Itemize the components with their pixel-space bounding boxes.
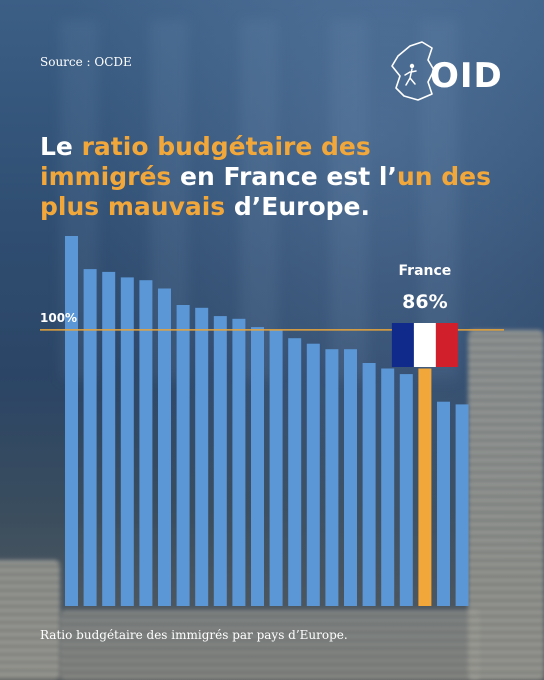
background-column [240,20,278,380]
background-column [420,20,458,380]
coin-stack [60,610,480,680]
bar-france [418,368,432,606]
oid-logo-map-icon [391,41,435,101]
bar [139,280,153,606]
background-column [330,20,368,380]
bar [176,305,190,606]
reference-label: 100% [40,311,77,325]
bar [158,288,171,606]
france-value-label: 86% [402,291,447,313]
headline-part: d’Europe. [225,192,371,221]
flag-blue-stripe [391,323,414,367]
headline-highlight: un des plus mauvais [40,162,492,221]
bar [306,343,320,606]
flag-white-stripe [413,323,436,367]
bar [362,363,376,606]
bar [288,338,302,606]
logo-text: OID [430,56,503,96]
headline-part: Le [40,132,82,161]
bar [195,307,209,606]
headline-highlight: ratio budgétaire des immigrés [40,132,371,191]
france-flag-icon [391,323,458,367]
headline: Le ratio budgétaire des immigrés en Fran… [40,132,510,222]
bar [251,327,264,606]
bar [120,277,134,606]
headline-part: en France est l’ [171,162,397,191]
source-label: Source : OCDE [40,55,132,69]
chart-caption: Ratio budgétaire des immigrés par pays d… [40,628,348,642]
coin-stack [468,330,544,680]
bar [269,329,283,606]
bar [344,349,357,606]
bar [325,349,339,606]
bar [437,401,450,606]
flag-red-stripe [435,323,458,367]
bar [399,374,413,606]
coin-stack [0,560,60,680]
bar [232,318,246,606]
bar [102,271,116,606]
bar [213,316,227,606]
bar [455,404,469,606]
bar [381,368,395,606]
bar [65,236,78,606]
bar [83,269,97,606]
bars-group [65,236,469,606]
france-label: France [399,263,452,279]
